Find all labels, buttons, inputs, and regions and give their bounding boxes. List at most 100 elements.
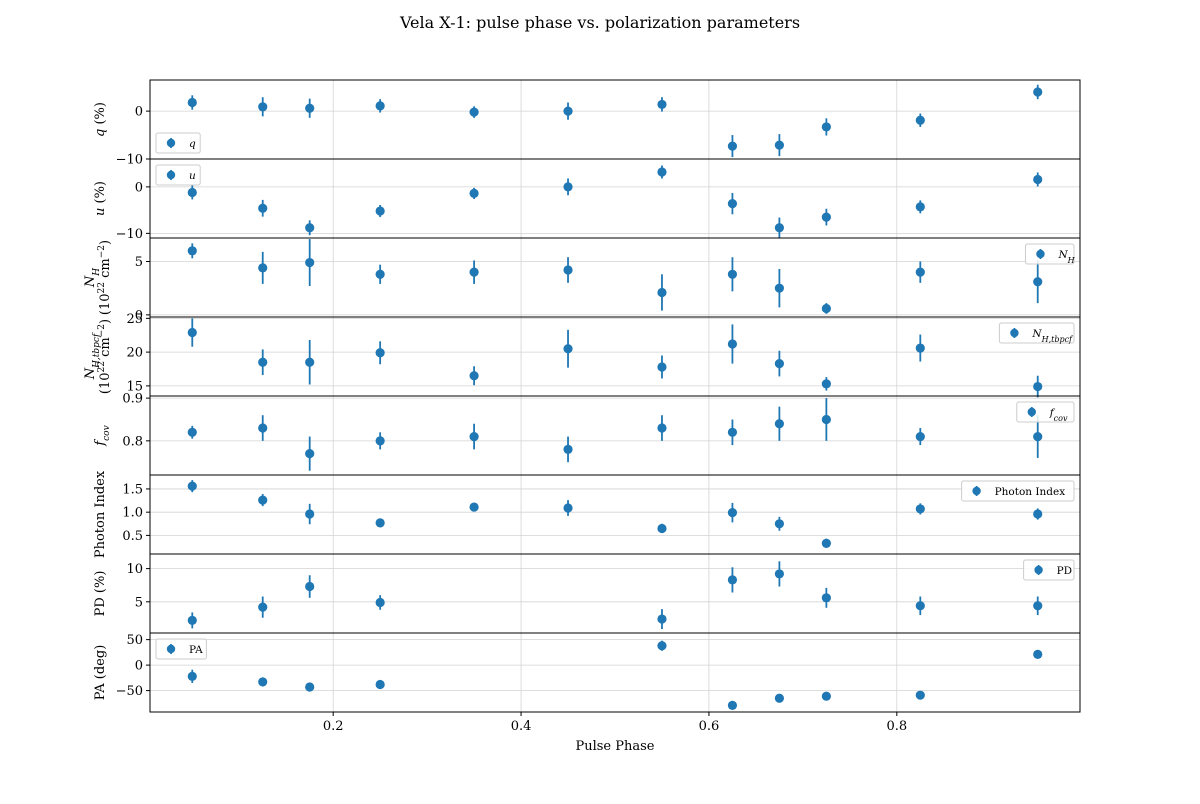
data-point [258, 102, 268, 112]
legend-label: Photon Index [995, 486, 1066, 498]
data-point [727, 199, 738, 209]
data-point [1033, 649, 1043, 660]
legend-box [155, 164, 201, 186]
data-point [774, 569, 784, 579]
data-point [258, 263, 268, 273]
legend-nh_tbpcf: NH,tbpcf [998, 322, 1075, 344]
y-tick-label: 15 [126, 379, 143, 394]
data-point [727, 575, 738, 585]
panel-nh: 5 0 NH(1022 cm−2) NH [83, 237, 1081, 323]
data-point [563, 344, 573, 354]
y-tick-label: −50 [116, 684, 143, 699]
data-point [1033, 601, 1043, 611]
data-point [821, 593, 831, 603]
data-point [563, 444, 573, 454]
data-point [375, 518, 385, 528]
legend-label: NH [1057, 249, 1075, 265]
axes-frame [149, 316, 1081, 397]
legend-label: NH,tbpcf [1031, 328, 1074, 344]
data-point [469, 188, 479, 198]
legend-fcov: fcov [1016, 401, 1075, 423]
data-point [563, 265, 573, 275]
y-tick-label: 0 [135, 308, 143, 323]
data-point [657, 287, 667, 298]
data-point [187, 671, 197, 681]
legend-marker [972, 486, 981, 496]
y-axis-label: q (%) [93, 102, 108, 137]
y-axis-label: u (%) [93, 181, 108, 216]
data-point [774, 358, 784, 369]
data-point [1033, 431, 1043, 442]
y-tick-label: 0 [135, 105, 143, 120]
data-point [563, 182, 573, 192]
data-point [563, 503, 573, 513]
data-point [375, 269, 385, 279]
legend-u: u [155, 164, 201, 186]
legend-q: q [155, 132, 201, 154]
data-point [375, 348, 385, 358]
legend-label: PA [189, 644, 203, 656]
data-point [915, 343, 925, 353]
y-tick-label: −10 [116, 227, 143, 242]
y-tick-label: 25 [126, 312, 143, 327]
data-point [187, 246, 197, 256]
data-point [727, 700, 738, 710]
data-point [258, 677, 268, 687]
panel-photon_index: 1.5 1.0 0.5 Photon Index Photon Index [93, 470, 1081, 558]
legend-marker [1010, 328, 1019, 338]
y-tick-label: 1.5 [122, 482, 143, 497]
data-point [821, 122, 831, 132]
data-point [774, 419, 784, 429]
y-tick-label: 50 [126, 633, 143, 648]
legend-label: q [189, 138, 196, 150]
y-tick-label: 0.8 [122, 434, 143, 449]
x-axis-label: Pulse Phase [575, 739, 655, 754]
data-point [305, 581, 315, 592]
data-point [727, 427, 738, 437]
data-point [469, 502, 479, 512]
panel-u: 0 −10 u (%) u [93, 158, 1081, 242]
axes-frame [149, 395, 1081, 476]
data-point [821, 379, 831, 389]
data-point [469, 371, 479, 381]
legend-label: PD [1057, 565, 1072, 577]
data-point [821, 303, 831, 314]
data-point [187, 97, 197, 108]
y-tick-label: 1.0 [122, 506, 143, 521]
legend-box [961, 480, 1075, 502]
legend-box [155, 638, 207, 660]
data-point [774, 140, 784, 150]
legend-box [1024, 243, 1075, 265]
data-point [305, 357, 315, 367]
y-axis-label: NH,tbpcf(1022 cm−2) [83, 319, 113, 394]
data-point [305, 682, 315, 692]
data-point [774, 223, 784, 233]
axes-frame [149, 79, 1081, 160]
data-point [657, 614, 667, 624]
data-point [187, 481, 197, 491]
axes-frame [149, 158, 1081, 239]
legend-pa: PA [155, 638, 207, 660]
data-point [1033, 277, 1043, 287]
x-tick-label: 0.8 [886, 719, 907, 734]
data-point [915, 431, 925, 442]
data-point [657, 99, 667, 110]
data-point [915, 690, 925, 700]
data-point [305, 509, 315, 519]
data-point [915, 601, 925, 611]
data-point [1033, 87, 1043, 97]
y-tick-label: 5 [135, 255, 143, 270]
data-point [1033, 509, 1043, 519]
legend-nh: NH [1024, 243, 1076, 265]
data-point [258, 602, 268, 612]
y-tick-label: 0 [135, 659, 143, 674]
data-point [915, 504, 925, 514]
legend-box [1023, 559, 1075, 581]
data-point [258, 357, 268, 367]
data-point [469, 107, 479, 117]
data-point [375, 597, 385, 608]
panel-pd: 10 5 PD (%) PD [93, 553, 1081, 634]
data-point [258, 423, 268, 433]
data-point [1033, 174, 1043, 185]
